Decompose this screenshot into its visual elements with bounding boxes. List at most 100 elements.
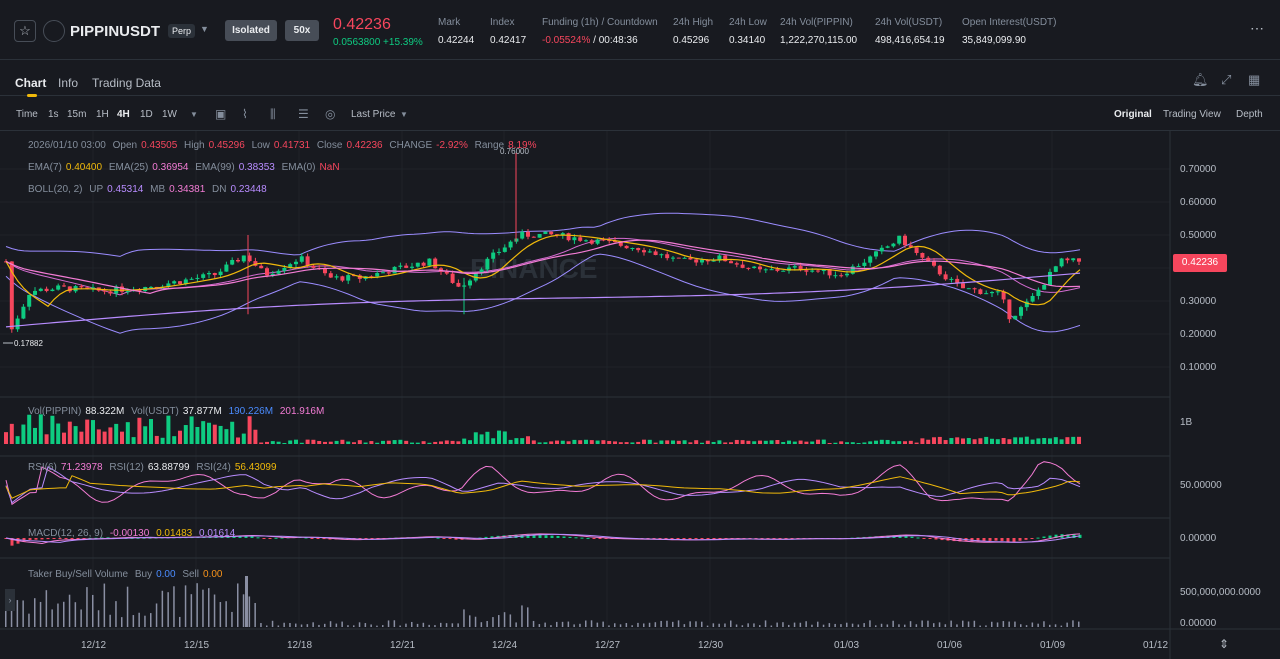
taker-buy: 0.00 [156,569,176,580]
stat-label[interactable]: Funding (1h) / Countdown [542,17,658,28]
stat-label[interactable]: Open Interest(USDT) [962,17,1057,28]
volume-bar [845,442,849,444]
candle-body [636,248,641,251]
volume-bar [578,440,583,444]
taker-bar [579,623,581,627]
volume-bar [1053,437,1058,444]
interval-4h[interactable]: 4H [117,109,130,120]
interval-1d[interactable]: 1D [140,109,153,120]
star-icon[interactable]: ☆ [14,20,36,42]
taker-sell-label: Sell [182,569,200,580]
volume-bar [787,440,791,444]
taker-bar [416,623,419,627]
candle-body [236,260,240,262]
interval-time[interactable]: Time [16,109,38,120]
taker-bar [683,624,686,627]
price-type-select[interactable]: Last Price [351,109,396,120]
macd-histogram-bar [454,538,458,540]
volume-bar [740,440,745,444]
tab-trading-data[interactable]: Trading Data [92,76,161,90]
volume-bar [804,441,809,444]
volume-bar [230,421,235,444]
taker-bar [730,620,732,627]
legend-range: 8.19% [508,140,537,151]
volume-bar [1077,436,1081,444]
layout-grid-icon[interactable]: ▦ [1248,72,1261,87]
ema99-label: EMA(99) [195,162,235,173]
macd-histogram-bar [586,537,590,539]
candle-body [966,288,971,290]
vol-axis-label: 1B [1180,417,1193,428]
stat-value: 0.45296 [673,35,710,46]
calendar-icon[interactable]: ▣ [215,107,227,121]
volume-bar [62,432,66,444]
candle-body [137,290,142,292]
tab-chart[interactable]: Chart [15,76,47,90]
volume-bar [15,436,20,444]
view-original[interactable]: Original [1114,109,1152,120]
symbol-dropdown-icon[interactable]: ▼ [200,24,209,34]
candlestick-chart[interactable]: BINANCE 0.76000 0.17882 [0,131,1280,659]
macd-histogram-bar [532,534,536,538]
taker-bar [538,624,541,627]
volume-bar [497,430,501,444]
indicator-icon[interactable]: ⌇ [242,107,248,121]
candle-body [410,266,414,268]
symbol-title[interactable]: PIPPINUSDT [70,23,161,40]
candle-body [810,270,815,272]
taker-bar [776,622,778,627]
candle-body [56,285,61,290]
margin-mode-button[interactable]: Isolated [225,20,277,41]
taker-bar [80,609,82,627]
reset-zoom-icon[interactable]: ⇕ [1219,637,1230,651]
candle-body [816,270,820,272]
volume-bar [1024,436,1029,444]
taker-bar [718,623,720,627]
macd-histogram-bar [34,538,38,540]
leverage-button[interactable]: 50x [285,20,319,41]
volume-bar [294,439,298,444]
interval-1s[interactable]: 1s [48,109,59,120]
volume-bar [810,441,815,444]
settings-icon[interactable]: ☰ [298,107,309,121]
candle-type-icon[interactable]: ⫼ [270,107,276,121]
view-depth[interactable]: Depth [1236,109,1263,120]
candle-body [456,282,461,287]
volume-bar [543,442,548,444]
fullscreen-icon[interactable]: ⤢ [1221,72,1232,87]
chart-area[interactable]: BINANCE 0.76000 0.17882 2026/01/10 03:00… [0,131,1280,659]
candle-body [497,251,501,253]
legend-open: 0.43505 [141,140,178,151]
candle-body [346,275,351,281]
interval-1w[interactable]: 1W [162,109,177,120]
volume-bar [479,434,484,444]
macd-histogram-bar [64,538,68,539]
taker-bar [364,623,367,627]
taker-bar [764,620,767,627]
taker-bar [1025,625,1028,627]
volume-bar [143,426,148,444]
tab-info[interactable]: Info [58,76,79,90]
expand-panel-icon[interactable]: › [5,589,15,611]
interval-15m[interactable]: 15m [67,109,87,120]
price-type-dropdown-icon[interactable]: ▼ [400,110,408,119]
stat-label[interactable]: Index [490,17,515,28]
taker-bar [121,617,123,627]
volume-bar [514,438,519,444]
volume-bar [247,416,252,444]
taker-bar [544,622,546,627]
macd-histogram-bar [1018,538,1022,541]
candle-body [1007,299,1012,320]
interval-dropdown-icon[interactable]: ▼ [190,110,198,119]
taker-bar [1072,620,1074,627]
candle-body [845,273,849,276]
more-options-icon[interactable]: ⋯ [1250,20,1264,36]
drawing-icon[interactable]: ◎ [325,107,336,121]
volume-bar [671,440,675,444]
view-trading-view[interactable]: Trading View [1163,109,1221,120]
bell-icon[interactable]: 🔔︎ [1192,72,1209,87]
stat-value: 35,849,099.90 [962,35,1026,46]
taker-bar [915,624,918,627]
interval-1h[interactable]: 1H [96,109,109,120]
stat-label: 24h Vol(PIPPIN) [780,17,853,28]
